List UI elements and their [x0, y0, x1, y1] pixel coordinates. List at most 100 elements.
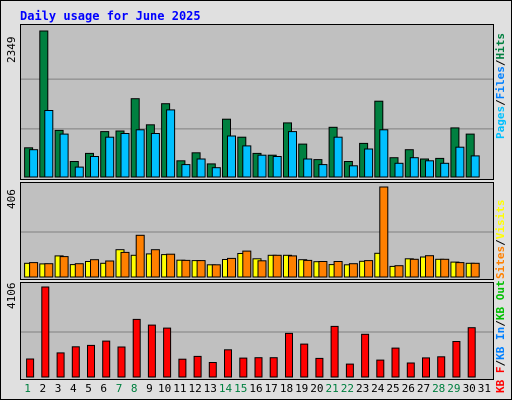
sites-bar-day-26 — [409, 258, 419, 278]
kb_f-bar-day-10 — [163, 327, 172, 378]
hits-files-chart — [21, 30, 493, 178]
sites-bar-day-18 — [288, 255, 297, 278]
kb_f-bar-day-25 — [391, 347, 400, 378]
visits-sites-panel — [20, 182, 494, 280]
day-tick-label: 24 — [371, 382, 385, 395]
sites-bar-day-8 — [135, 234, 145, 278]
kb_f-bar-day-20 — [315, 357, 324, 378]
visits-sites-legend: Sites/Visits — [494, 200, 507, 280]
day-tick-label: 1 — [24, 382, 31, 395]
kb_f-bar-day-24 — [376, 359, 385, 378]
files-bar-day-23 — [364, 148, 374, 178]
files-bar-day-21 — [333, 136, 343, 178]
kbytes-panel — [20, 282, 494, 380]
day-tick-label: 18 — [279, 382, 294, 395]
legend-entry: KB F — [494, 366, 507, 394]
sites-bar-day-25 — [394, 265, 404, 278]
kbytes-legend: KB F/KB In/KB Out — [494, 280, 507, 393]
sites-bar-day-19 — [303, 259, 313, 278]
sites-bar-day-6 — [105, 260, 115, 278]
kbytes-ymax-label: 4106 — [5, 282, 18, 310]
files-bar-day-9 — [150, 133, 160, 178]
kb_f-bar-day-18 — [285, 332, 293, 378]
day-tick-label: 21 — [325, 382, 339, 395]
legend-entry: / — [494, 239, 507, 246]
legend-entry: Pages — [494, 105, 507, 139]
legend-entry: KB Out — [494, 280, 507, 321]
sites-bar-day-20 — [318, 261, 328, 278]
files-bar-day-22 — [348, 165, 358, 178]
kb_f-bar-day-8 — [132, 318, 141, 378]
legend-entry: Files — [494, 66, 507, 100]
sites-bar-day-1 — [29, 262, 39, 278]
sites-bar-day-29 — [455, 262, 465, 278]
kb_f-bar-day-3 — [56, 352, 65, 378]
files-bar-day-2 — [44, 110, 54, 178]
files-bar-day-12 — [196, 158, 206, 178]
sites-bar-day-11 — [181, 259, 191, 278]
kb_f-bar-day-22 — [345, 363, 354, 378]
kbytes-chart — [21, 286, 493, 378]
files-bar-day-15 — [242, 145, 252, 178]
files-bar-day-11 — [181, 164, 191, 178]
kb_f-bar-day-9 — [147, 324, 156, 378]
visits-sites-chart — [21, 186, 493, 278]
sites-bar-day-16 — [257, 260, 267, 278]
files-bar-day-4 — [74, 166, 84, 178]
kb_f-bar-day-17 — [269, 357, 278, 378]
sites-bar-day-15 — [242, 250, 252, 278]
files-bar-day-6 — [105, 136, 115, 178]
kb_f-bar-day-19 — [300, 343, 309, 378]
sites-bar-day-12 — [196, 260, 206, 278]
files-bar-day-27 — [425, 160, 434, 178]
day-tick-label: 7 — [115, 382, 123, 395]
day-tick-label: 15 — [234, 382, 248, 395]
sites-bar-day-21 — [333, 261, 343, 278]
sites-bar-day-10 — [166, 253, 176, 278]
day-tick-label: 17 — [264, 382, 278, 395]
files-bar-day-7 — [120, 133, 130, 178]
kb_f-bar-day-1 — [26, 358, 35, 378]
day-tick-label: 5 — [85, 382, 92, 395]
files-bar-day-30 — [470, 155, 480, 178]
sites-bar-day-17 — [272, 254, 282, 278]
day-tick-label: 14 — [218, 382, 233, 395]
sites-bar-day-4 — [74, 263, 84, 278]
legend-entry: Visits — [494, 199, 507, 240]
day-tick-label: 6 — [100, 382, 107, 395]
files-bar-day-10 — [166, 109, 176, 178]
kb_f-bar-day-12 — [193, 355, 202, 378]
hits-bar-day-2 — [39, 30, 49, 178]
hits-files-legend: Pages/Files/Hits — [494, 33, 507, 139]
files-bar-day-3 — [59, 133, 69, 178]
files-bar-day-16 — [257, 154, 267, 178]
kb_f-bar-day-11 — [178, 358, 187, 378]
day-axis: 1 2 3 4 5 6 7 8 9 10 11 12 13 14 15 16 17 18 19 20 21 22 23 24 2… — [20, 382, 492, 396]
files-bar-day-19 — [303, 158, 313, 178]
sites-bar-day-22 — [348, 263, 358, 278]
sites-bar-day-14 — [227, 257, 236, 278]
day-tick-label: 30 — [462, 382, 476, 395]
sites-bar-day-7 — [120, 251, 130, 278]
day-tick-label: 12 — [188, 382, 202, 395]
day-tick-label: 4 — [69, 382, 77, 395]
sites-bar-day-2 — [44, 263, 54, 278]
day-tick-label: 8 — [130, 382, 138, 395]
hits-files-ymax-label: 2349 — [5, 36, 18, 64]
kb_f-bar-day-26 — [406, 362, 415, 378]
day-tick-label: 20 — [310, 382, 324, 395]
day-tick-label: 23 — [355, 382, 370, 395]
legend-entry: Hits — [494, 33, 507, 60]
sites-bar-day-27 — [425, 255, 434, 278]
files-bar-day-8 — [135, 129, 145, 178]
day-tick-label: 10 — [157, 382, 172, 395]
sites-bar-day-23 — [364, 260, 374, 278]
day-tick-label: 2 — [39, 382, 47, 395]
sites-bar-day-3 — [59, 256, 69, 278]
sites-bar-day-30 — [470, 262, 480, 278]
day-tick-label: 27 — [416, 382, 431, 395]
files-bar-day-24 — [379, 129, 389, 178]
day-tick-label: 11 — [173, 382, 187, 395]
kb_f-bar-day-21 — [330, 325, 339, 378]
files-bar-day-14 — [227, 135, 236, 178]
